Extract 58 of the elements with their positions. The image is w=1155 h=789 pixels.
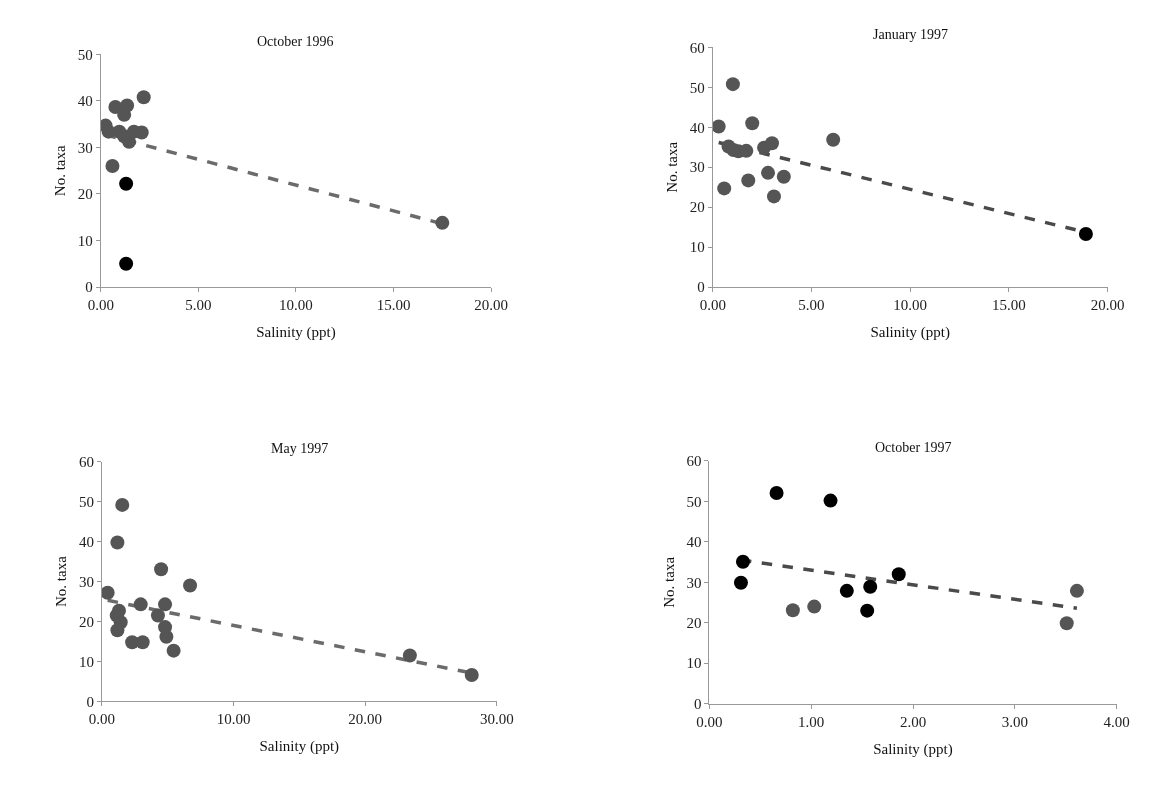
y-tick-label: 0: [85, 279, 93, 296]
y-axis-title: No. taxa: [52, 144, 68, 197]
x-tick-label: 1.00: [798, 713, 825, 730]
y-tick-label: 60: [686, 453, 702, 470]
y-tick-label: 50: [686, 493, 702, 510]
y-tick-label: 10: [77, 232, 93, 249]
x-axis-title: Salinity (ppt): [870, 324, 950, 342]
y-tick-label: 0: [693, 695, 702, 712]
x-tick-label: 15.00: [992, 297, 1026, 314]
y-tick-label: 50: [689, 79, 705, 96]
x-tick-label: 5.00: [798, 297, 825, 314]
x-tick-label: 30.00: [479, 711, 514, 728]
x-axis-title: Salinity (ppt): [259, 738, 340, 756]
x-tick-label: 0.00: [88, 711, 115, 728]
x-tick-label: 0.00: [699, 297, 726, 314]
y-tick-label: 20: [77, 186, 93, 203]
y-tick-label: 10: [689, 239, 705, 256]
chart-title: May 1997: [271, 441, 329, 456]
y-tick-label: 50: [77, 46, 93, 63]
y-tick-label: 0: [86, 693, 94, 710]
x-tick-label: 5.00: [185, 297, 212, 314]
x-tick-label: 20.00: [348, 711, 382, 728]
y-tick-label: 20: [78, 613, 94, 630]
y-tick-label: 40: [686, 534, 702, 551]
y-tick-label: 10: [78, 653, 94, 670]
y-tick-label: 20: [686, 615, 702, 632]
x-tick-label: 15.00: [376, 297, 411, 314]
y-axis-title: No. taxa: [660, 556, 677, 608]
y-tick-label: 40: [78, 533, 94, 550]
y-tick-label: 40: [77, 93, 93, 110]
x-tick-label: 4.00: [1103, 713, 1130, 730]
y-tick-label: 40: [689, 119, 705, 136]
y-tick-label: 0: [697, 279, 705, 296]
x-axis-title: Salinity (ppt): [873, 740, 953, 758]
x-tick-label: 10.00: [279, 297, 313, 314]
y-tick-label: 20: [689, 199, 705, 216]
chart-title: October 1997: [875, 440, 952, 455]
y-tick-label: 30: [686, 574, 702, 591]
y-tick-label: 60: [78, 454, 94, 470]
x-tick-label: 0.00: [696, 713, 723, 730]
x-tick-label: 20.00: [474, 297, 509, 314]
y-axis-title: No. taxa: [53, 555, 70, 607]
y-axis-title: No. taxa: [664, 141, 680, 193]
y-tick-label: 30: [78, 573, 94, 590]
y-tick-label: 30: [689, 159, 705, 176]
x-tick-label: 20.00: [1090, 297, 1125, 314]
y-tick-label: 50: [78, 493, 94, 510]
y-tick-label: 10: [686, 655, 702, 672]
x-tick-label: 2.00: [899, 713, 927, 730]
x-tick-label: 10.00: [216, 711, 251, 728]
y-tick-label: 60: [689, 39, 705, 56]
y-tick-label: 30: [77, 139, 93, 156]
x-tick-label: 10.00: [893, 297, 928, 314]
chart-title: January 1997: [873, 27, 949, 42]
chart-title: October 1996: [257, 34, 334, 49]
x-axis-title: Salinity (ppt): [256, 324, 336, 342]
x-tick-label: 0.00: [87, 297, 114, 314]
x-tick-label: 3.00: [1001, 713, 1028, 730]
